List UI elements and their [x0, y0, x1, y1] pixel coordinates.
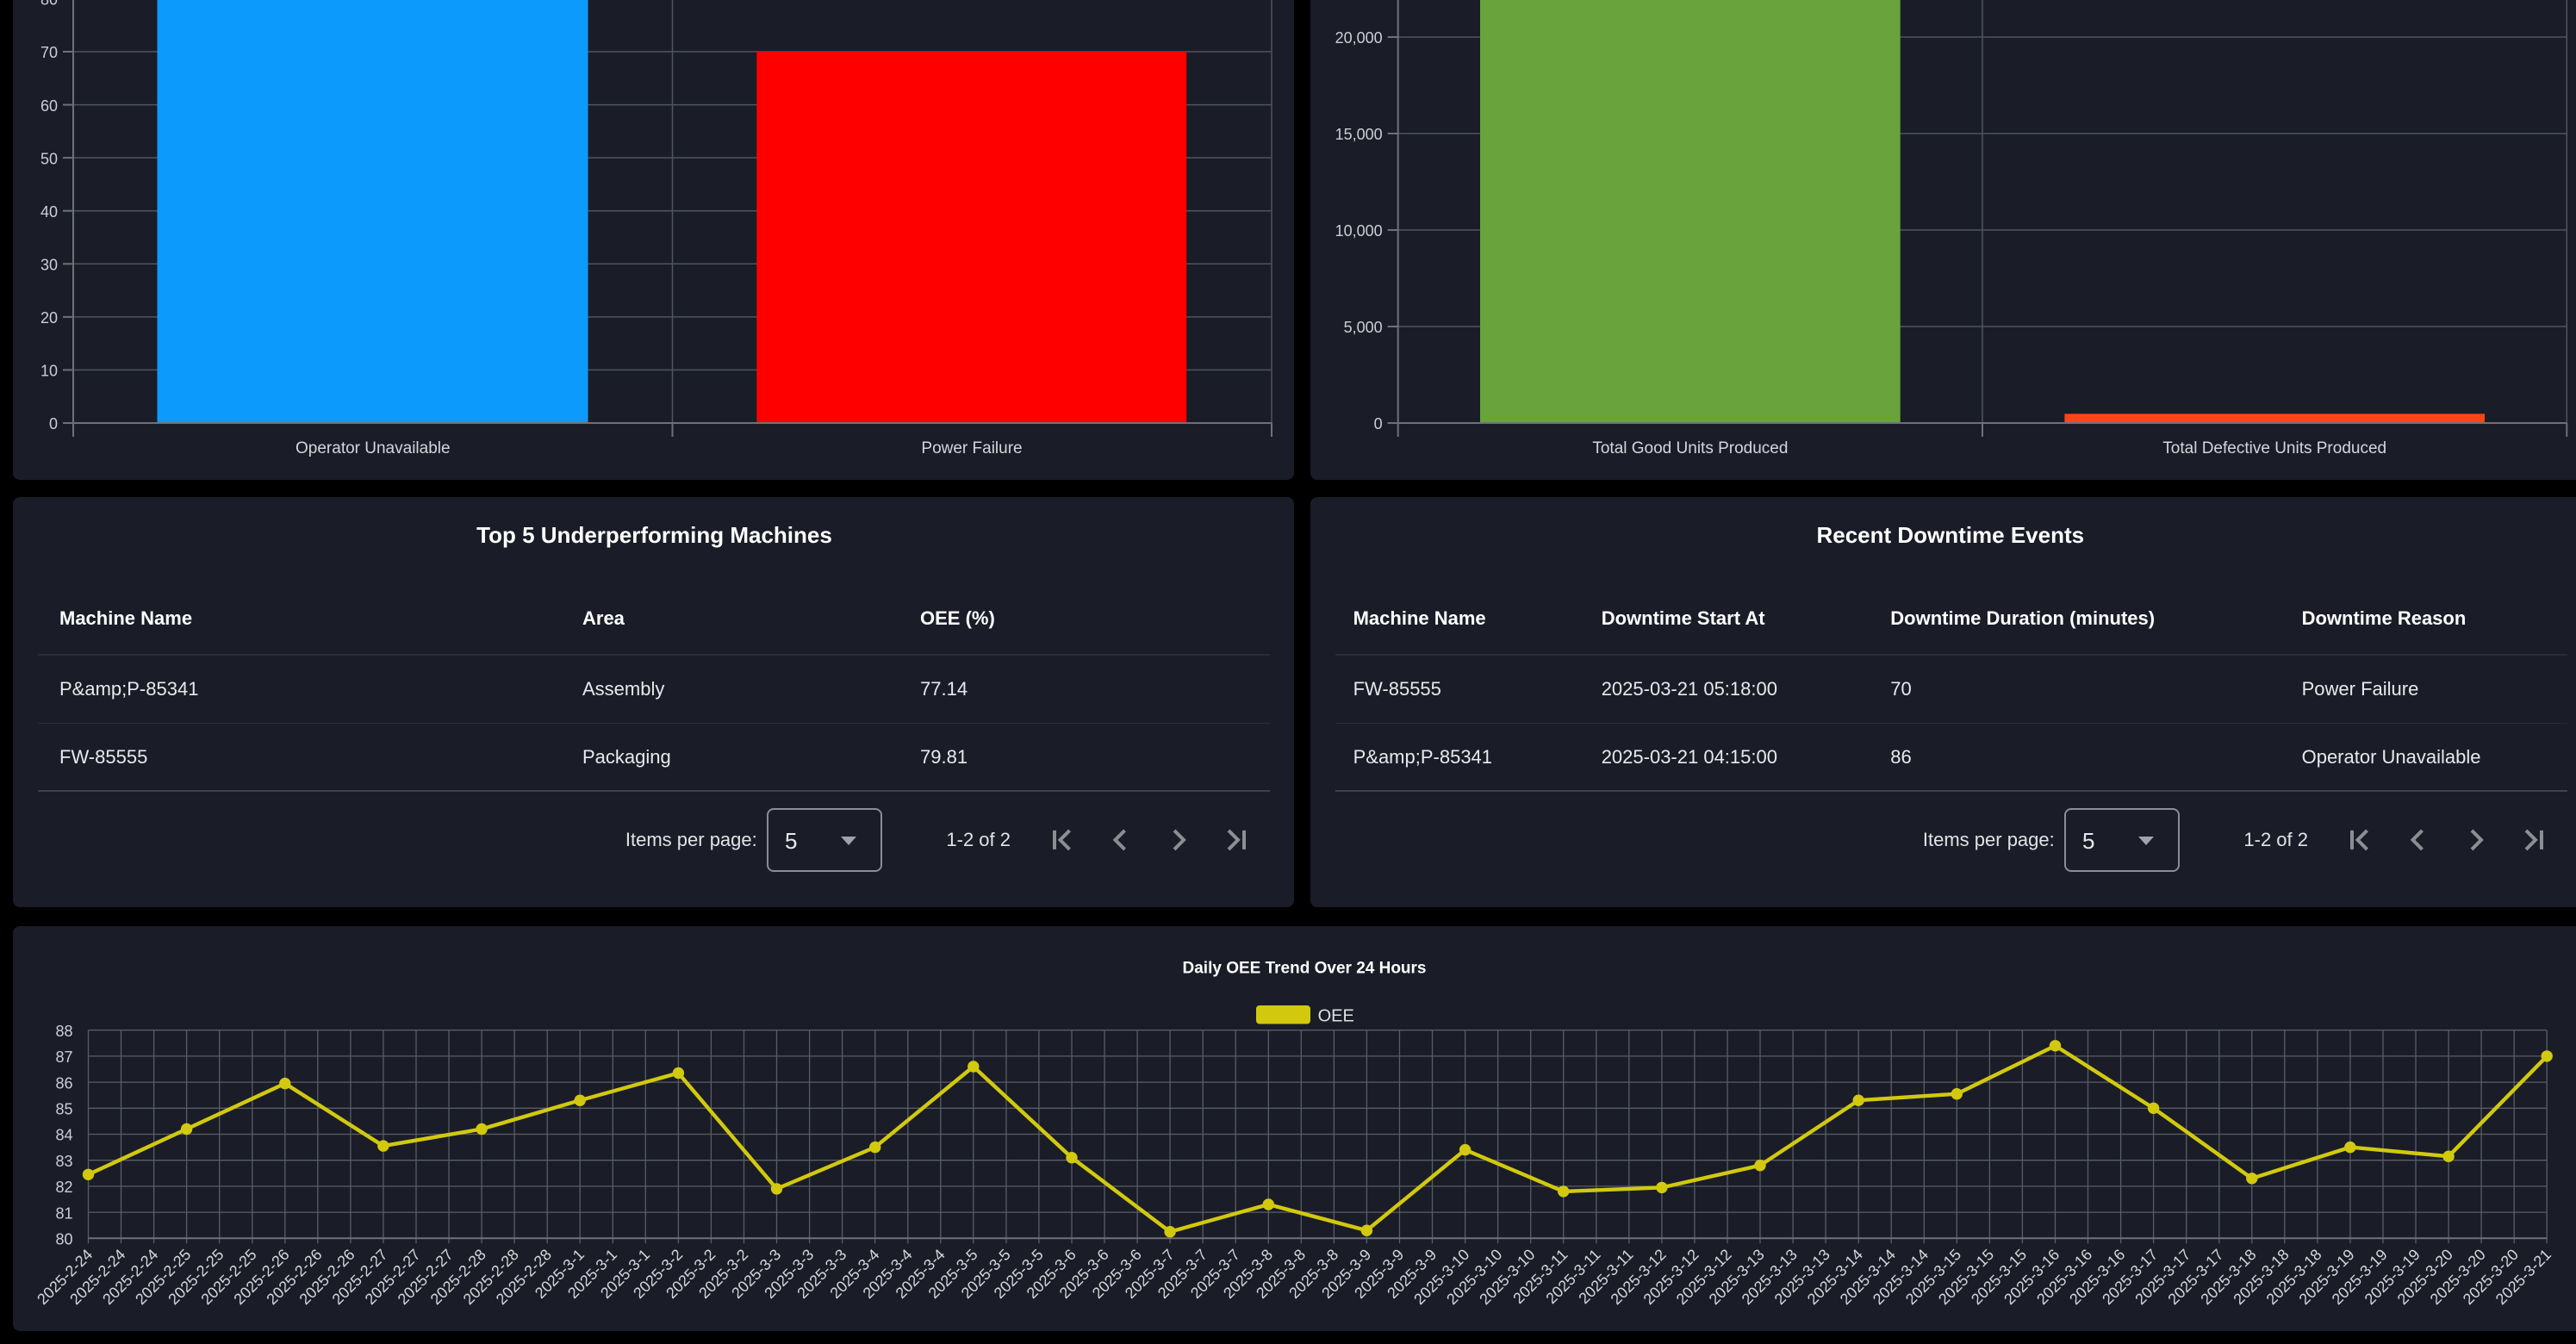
svg-text:15,000: 15,000	[1335, 126, 1383, 143]
svg-text:80: 80	[55, 1231, 72, 1248]
svg-text:OEE: OEE	[1318, 1006, 1354, 1025]
svg-text:5,000: 5,000	[1344, 319, 1383, 336]
svg-text:84: 84	[55, 1127, 72, 1144]
svg-text:40: 40	[40, 203, 58, 221]
svg-text:85: 85	[55, 1101, 72, 1118]
svg-text:Total Defective Units Produced: Total Defective Units Produced	[2162, 439, 2386, 457]
svg-text:50: 50	[40, 150, 58, 167]
svg-text:87: 87	[55, 1048, 72, 1066]
svg-text:80: 80	[40, 0, 58, 9]
svg-text:86: 86	[55, 1074, 72, 1092]
svg-text:Daily OEE Trend Over 24 Hours: Daily OEE Trend Over 24 Hours	[1183, 960, 1427, 978]
svg-text:30: 30	[40, 257, 58, 274]
svg-text:10,000: 10,000	[1335, 222, 1383, 240]
svg-text:Total Good Units Produced: Total Good Units Produced	[1592, 439, 1788, 457]
svg-text:20: 20	[40, 309, 58, 327]
svg-text:Power Failure: Power Failure	[921, 439, 1022, 457]
svg-text:0: 0	[49, 415, 58, 432]
svg-text:83: 83	[55, 1153, 72, 1170]
svg-text:81: 81	[55, 1204, 72, 1222]
svg-text:Operator Unavailable: Operator Unavailable	[296, 439, 451, 457]
svg-text:10: 10	[40, 363, 58, 380]
svg-text:70: 70	[40, 44, 58, 61]
svg-text:60: 60	[40, 97, 58, 115]
svg-text:20,000: 20,000	[1335, 29, 1383, 47]
svg-text:88: 88	[55, 1023, 72, 1040]
svg-text:82: 82	[55, 1179, 72, 1196]
svg-text:0: 0	[1374, 415, 1383, 432]
